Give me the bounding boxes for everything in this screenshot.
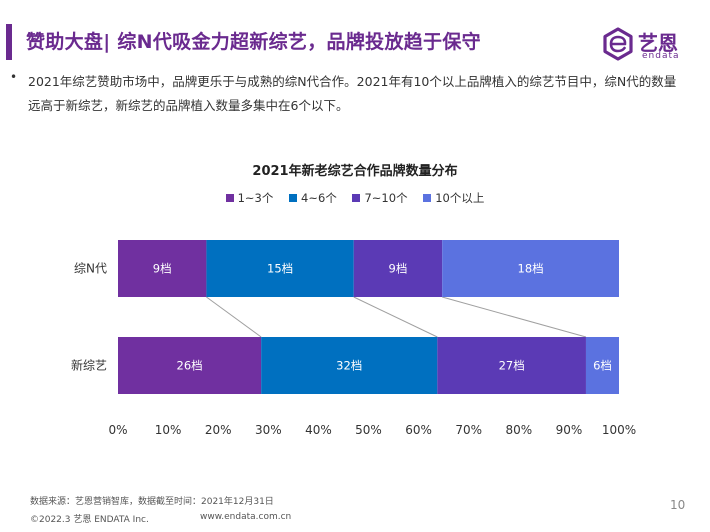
logo-text: 艺恩	[638, 31, 678, 55]
legend-item: 7~10个	[352, 190, 408, 206]
copyright: ©2022.3 艺恩 ENDATA Inc.	[30, 515, 149, 525]
x-tick-label: 10%	[155, 423, 182, 437]
bar-segment	[437, 337, 586, 394]
chart-legend: 1~3个 4~6个 7~10个 10个以上	[0, 190, 710, 206]
legend-item: 4~6个	[289, 190, 337, 206]
logo-subtext: endata	[642, 51, 680, 61]
title-accent-bar	[6, 24, 12, 60]
bar-segment	[585, 337, 619, 394]
data-label: 26档	[177, 359, 203, 373]
category-label: 新综艺	[71, 358, 107, 373]
bar-segment	[118, 240, 207, 297]
data-label: 6档	[593, 359, 612, 373]
x-tick-label: 70%	[455, 423, 482, 437]
bar-segment	[118, 337, 262, 394]
x-tick-label: 30%	[255, 423, 282, 437]
bar-segment	[442, 240, 619, 297]
legend-label: 1~3个	[237, 191, 274, 205]
x-tick-label: 90%	[556, 423, 583, 437]
summary-text: 2021年综艺赞助市场中，品牌更乐于与成熟的综N代合作。2021年有10个以上品…	[28, 74, 677, 113]
series-connector-line	[353, 296, 438, 338]
summary-bullet: •	[10, 70, 18, 84]
legend-item: 10个以上	[423, 190, 484, 206]
x-tick-label: 100%	[602, 423, 636, 437]
legend-swatch	[225, 194, 234, 202]
x-tick-label: 60%	[405, 423, 432, 437]
x-tick-label: 40%	[305, 423, 332, 437]
x-tick-label: 80%	[505, 423, 532, 437]
legend-label: 4~6个	[301, 191, 337, 205]
data-label: 9档	[389, 262, 408, 276]
logo-mark-icon	[603, 27, 633, 61]
legend-swatch	[423, 194, 432, 202]
endata-logo: 艺恩 endata	[600, 24, 696, 64]
data-source-note: 数据来源：艺恩营销智库，数据截至时间：2021年12月31日	[30, 497, 274, 507]
bar-segment	[353, 240, 443, 297]
legend-item: 1~3个	[225, 190, 274, 206]
data-label: 32档	[336, 359, 362, 373]
legend-label: 7~10个	[364, 191, 408, 205]
page-title: 赞助大盘| 综N代吸金力超新综艺，品牌投放趋于保守	[26, 31, 481, 53]
data-label: 18档	[518, 262, 544, 276]
legend-swatch	[352, 194, 361, 202]
x-tick-label: 20%	[205, 423, 232, 437]
footer-url[interactable]: www.endata.com.cn	[200, 512, 292, 522]
series-connector-line	[206, 296, 262, 338]
page-number: 10	[670, 498, 686, 512]
x-tick-label: 50%	[355, 423, 382, 437]
bar-segment	[261, 337, 438, 394]
data-label: 9档	[153, 262, 172, 276]
series-connector-line	[442, 296, 587, 338]
data-label: 27档	[499, 359, 525, 373]
legend-label: 10个以上	[435, 191, 485, 205]
data-label: 15档	[267, 262, 293, 276]
chart-title: 2021年新老综艺合作品牌数量分布	[252, 164, 458, 179]
x-tick-label: 0%	[108, 423, 127, 437]
bar-segment	[206, 240, 354, 297]
legend-swatch	[289, 194, 298, 202]
category-label: 综N代	[74, 262, 107, 276]
